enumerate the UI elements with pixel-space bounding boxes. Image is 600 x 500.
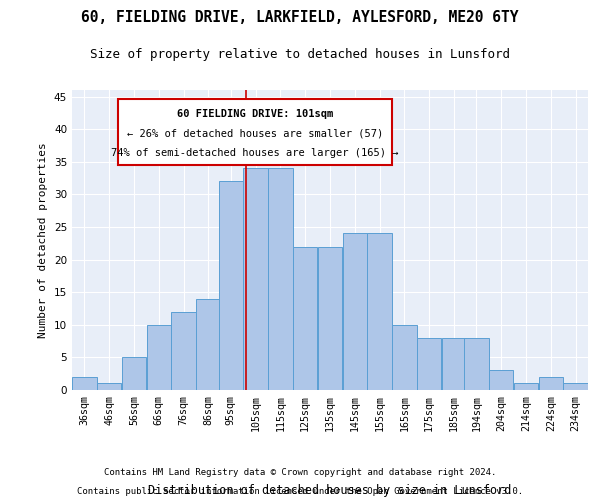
Bar: [97, 384, 121, 390]
Text: ← 26% of detached houses are smaller (57): ← 26% of detached houses are smaller (57…: [127, 128, 383, 138]
X-axis label: Distribution of detached houses by size in Lunsford: Distribution of detached houses by size …: [148, 484, 512, 496]
Y-axis label: Number of detached properties: Number of detached properties: [38, 142, 49, 338]
Bar: [464, 338, 488, 390]
Bar: [218, 182, 243, 390]
Text: Contains HM Land Registry data © Crown copyright and database right 2024.: Contains HM Land Registry data © Crown c…: [104, 468, 496, 477]
FancyBboxPatch shape: [118, 99, 392, 165]
Text: 60 FIELDING DRIVE: 101sqm: 60 FIELDING DRIVE: 101sqm: [177, 108, 334, 118]
Bar: [514, 384, 538, 390]
Bar: [122, 358, 146, 390]
Bar: [392, 325, 416, 390]
Text: Contains public sector information licensed under the Open Government Licence v3: Contains public sector information licen…: [77, 486, 523, 496]
Bar: [244, 168, 268, 390]
Text: 60, FIELDING DRIVE, LARKFIELD, AYLESFORD, ME20 6TY: 60, FIELDING DRIVE, LARKFIELD, AYLESFORD…: [81, 10, 519, 25]
Bar: [343, 234, 367, 390]
Bar: [563, 384, 588, 390]
Bar: [146, 325, 171, 390]
Bar: [417, 338, 442, 390]
Bar: [318, 246, 342, 390]
Bar: [442, 338, 466, 390]
Bar: [489, 370, 514, 390]
Bar: [268, 168, 293, 390]
Bar: [293, 246, 317, 390]
Text: Size of property relative to detached houses in Lunsford: Size of property relative to detached ho…: [90, 48, 510, 61]
Bar: [72, 377, 97, 390]
Bar: [367, 234, 392, 390]
Bar: [196, 298, 221, 390]
Text: 74% of semi-detached houses are larger (165) →: 74% of semi-detached houses are larger (…: [112, 148, 399, 158]
Bar: [539, 377, 563, 390]
Bar: [172, 312, 196, 390]
